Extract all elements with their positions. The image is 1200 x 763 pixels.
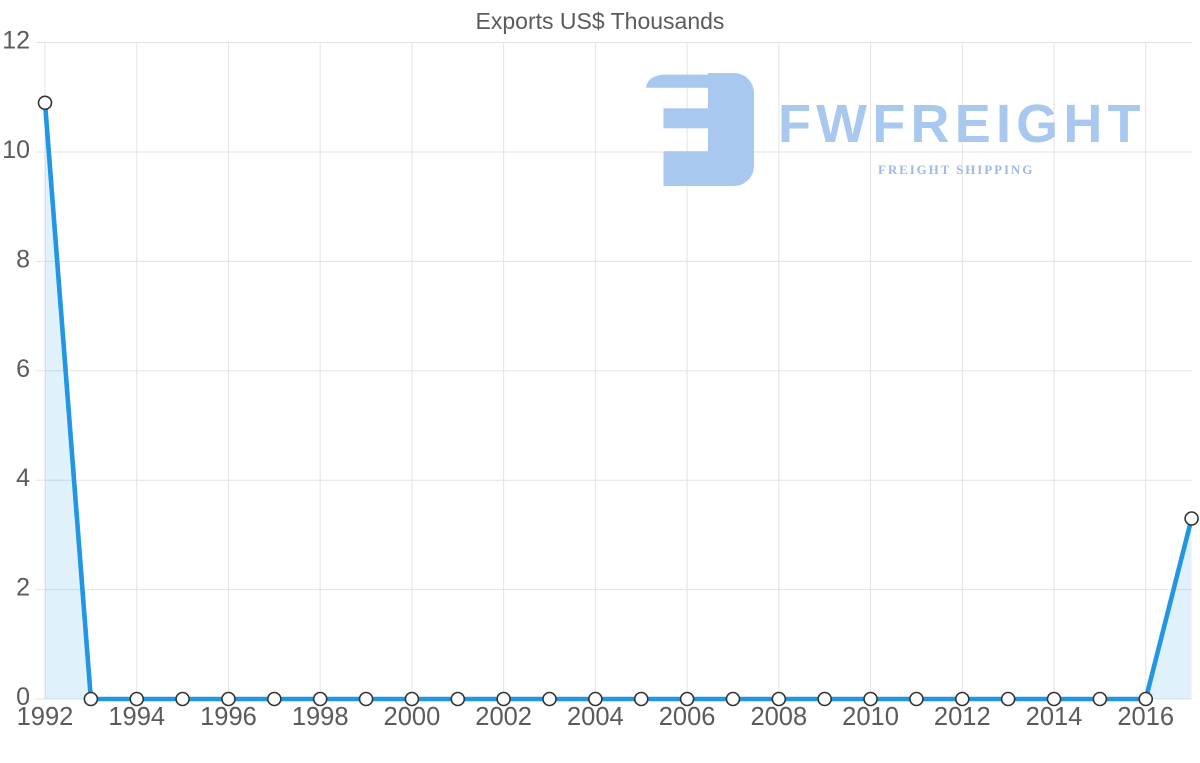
svg-text:8: 8 [16,245,30,273]
svg-text:2008: 2008 [750,703,807,731]
svg-text:2004: 2004 [567,703,624,731]
svg-text:2002: 2002 [475,703,532,731]
svg-text:2: 2 [16,574,30,602]
svg-text:4: 4 [16,464,30,492]
svg-text:FREIGHT SHIPPING: FREIGHT SHIPPING [878,162,1034,177]
svg-text:1998: 1998 [292,703,349,731]
svg-text:1996: 1996 [200,703,257,731]
svg-text:2000: 2000 [384,703,441,731]
svg-text:2014: 2014 [1026,703,1083,731]
svg-text:FWFREIGHT: FWFREIGHT [778,94,1146,154]
svg-text:10: 10 [2,136,30,164]
svg-text:2016: 2016 [1117,703,1174,731]
svg-text:1992: 1992 [17,703,74,731]
svg-text:6: 6 [16,355,30,383]
svg-text:2010: 2010 [842,703,899,731]
svg-text:1994: 1994 [108,703,165,731]
svg-text:2006: 2006 [659,703,716,731]
svg-text:2012: 2012 [934,703,991,731]
